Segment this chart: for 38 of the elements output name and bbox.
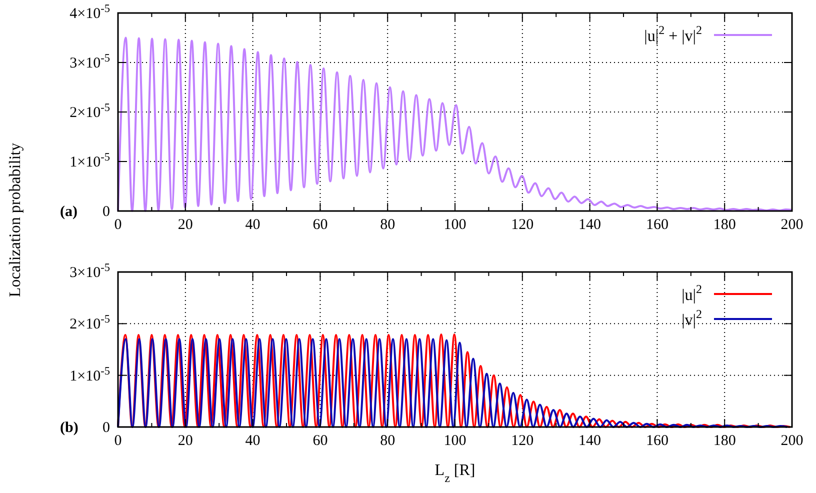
x-tick-label: 120	[511, 217, 534, 233]
y-tick-label: 3×10$^{-5}$	[70, 262, 110, 281]
x-tick-label: 100	[444, 217, 466, 233]
y-tick-label: 2×10$^{-5}$	[70, 102, 110, 121]
y-axis-title: Localization probability	[7, 142, 24, 298]
x-tick-label: 200	[780, 433, 804, 449]
x-tick-label: 0	[114, 433, 122, 449]
x-tick-label: 60	[312, 217, 328, 233]
x-tick-label: 140	[578, 433, 602, 449]
y-tick-label: 0	[102, 204, 110, 220]
x-tick-label: 180	[713, 433, 736, 449]
x-tick-label: 60	[312, 433, 328, 449]
legend-label: |v|$^{2}$	[682, 307, 702, 329]
x-tick-label: 0	[114, 217, 122, 233]
x-tick-label: 180	[713, 217, 736, 233]
legend-label: |u|$^{2}$	[682, 282, 702, 304]
text: (a)	[60, 204, 78, 220]
x-axis-title: L$_{z}$ [R]	[434, 462, 476, 485]
x-tick-label: 20	[178, 217, 193, 233]
x-tick-label: 120	[511, 433, 534, 449]
x-tick-label: 100	[444, 433, 466, 449]
x-tick-label: 160	[646, 217, 668, 233]
legend-label: |u|$^{2}$ + |v|$^{2}$	[644, 23, 702, 45]
y-tick-label: 1×10$^{-5}$	[70, 365, 110, 384]
x-tick-label: 20	[178, 433, 193, 449]
y-tick-label: 2×10$^{-5}$	[70, 314, 110, 333]
x-tick-label: 80	[380, 217, 396, 233]
x-tick-label: 160	[646, 433, 668, 449]
x-tick-label: 140	[578, 217, 602, 233]
y-tick-label: 3×10$^{-5}$	[70, 52, 110, 72]
text: (b)	[60, 420, 78, 436]
y-tick-label: 0	[102, 420, 110, 436]
x-tick-label: 80	[380, 433, 396, 449]
x-tick-label: 40	[245, 433, 260, 449]
x-tick-label: 200	[780, 217, 804, 233]
y-tick-label: 4×10$^{-5}$	[70, 3, 110, 22]
y-tick-label: 1×10$^{-5}$	[70, 152, 110, 170]
x-tick-label: 40	[245, 217, 260, 233]
